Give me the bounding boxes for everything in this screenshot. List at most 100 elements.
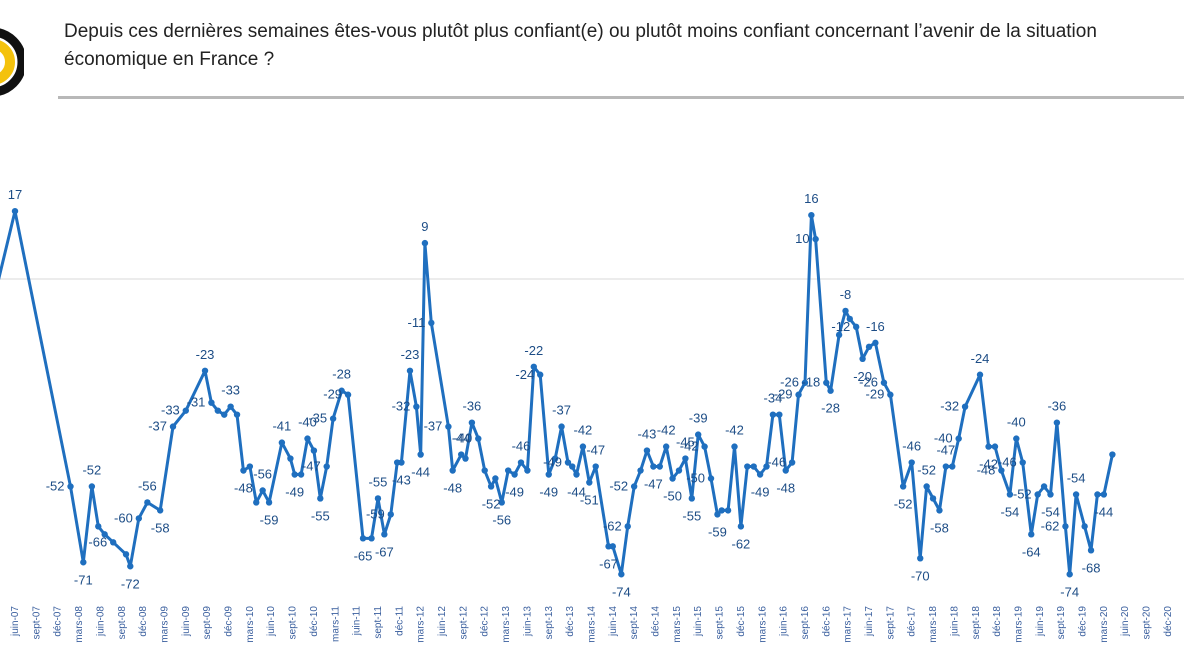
data-label: -42 (680, 439, 699, 454)
data-label: -29 (866, 387, 885, 402)
data-label: -52 (894, 496, 913, 511)
data-label: -70 (911, 568, 930, 583)
data-label: -40 (453, 431, 472, 446)
data-point (368, 535, 375, 542)
data-point (323, 463, 330, 470)
data-label: -52 (482, 496, 501, 511)
data-label: 10 (795, 231, 809, 246)
data-point (545, 471, 552, 478)
x-tick-label: sept-09 (202, 606, 213, 640)
data-label: -39 (689, 411, 708, 426)
data-point (517, 459, 525, 466)
data-label: -68 (1082, 560, 1101, 575)
data-label: -55 (311, 508, 330, 523)
data-point (795, 391, 802, 398)
data-point (998, 467, 1005, 474)
data-label: -44 (1094, 504, 1113, 519)
data-point (675, 467, 683, 474)
data-point (656, 463, 663, 470)
data-point (955, 435, 962, 442)
data-point (524, 467, 531, 474)
data-point (724, 507, 732, 514)
data-label: -64 (1022, 544, 1041, 559)
data-point (227, 403, 234, 410)
data-label: -74 (612, 584, 631, 599)
data-point (468, 419, 476, 426)
data-point (592, 463, 599, 470)
x-tick-label: déc-12 (480, 606, 491, 637)
data-point (917, 555, 924, 562)
x-tick-label: mars-20 (1099, 606, 1110, 643)
x-tick-label: déc-13 (565, 606, 576, 637)
data-point (976, 371, 984, 378)
data-point (731, 443, 738, 450)
data-label: -47 (302, 459, 321, 474)
data-point (586, 479, 593, 486)
data-point (618, 571, 625, 578)
data-point (1072, 491, 1080, 498)
data-label: -48 (443, 481, 462, 496)
data-label: -31 (187, 395, 206, 410)
data-label: -50 (686, 471, 705, 486)
x-tick-label: mars-15 (672, 606, 683, 643)
data-label: -36 (1047, 399, 1066, 414)
data-point (551, 455, 559, 462)
data-label: -11 (407, 315, 425, 330)
data-label: -42 (657, 423, 676, 438)
data-point (908, 459, 915, 466)
data-label: -43 (638, 427, 657, 442)
data-point (1019, 459, 1026, 466)
data-point (624, 523, 631, 530)
x-tick-label: déc-11 (394, 606, 405, 636)
data-point (609, 543, 616, 550)
data-point (221, 411, 228, 418)
data-point (144, 499, 151, 506)
data-point (387, 511, 394, 518)
data-label: -50 (663, 489, 682, 504)
data-label: -43 (392, 473, 411, 488)
data-point (537, 371, 544, 378)
data-label: -42 (725, 423, 744, 438)
data-point (558, 423, 565, 430)
data-label: -49 (543, 455, 562, 470)
data-point (750, 463, 757, 470)
data-label: -26 (859, 375, 878, 390)
data-label: -49 (751, 485, 770, 500)
x-tick-label: mars-10 (245, 606, 256, 643)
data-point (763, 463, 770, 470)
data-label: -54 (1067, 470, 1086, 485)
data-point (682, 455, 689, 462)
data-point (1013, 435, 1020, 442)
data-label: -52 (917, 462, 936, 477)
data-label: -44 (411, 465, 430, 480)
data-point (808, 211, 815, 219)
x-tick-label: déc-18 (992, 606, 1003, 637)
data-point (1094, 491, 1101, 498)
data-point (812, 235, 819, 243)
data-point (110, 539, 117, 546)
data-label: -52 (609, 478, 628, 493)
x-tick-label: sept-20 (1142, 606, 1153, 640)
data-label: -51 (580, 492, 599, 507)
data-point (776, 411, 783, 418)
data-point (669, 475, 676, 482)
data-label: -59 (260, 512, 279, 527)
data-label: -58 (151, 520, 170, 535)
data-point (1047, 491, 1054, 498)
x-tick-label: déc-19 (1078, 606, 1089, 637)
data-label: -33 (221, 383, 240, 398)
data-point (923, 483, 930, 490)
data-point (1028, 531, 1035, 538)
data-label: -62 (1041, 518, 1060, 533)
x-tick-label: sept-16 (800, 606, 811, 640)
data-point (462, 455, 469, 462)
data-point (297, 471, 305, 478)
data-label: -12 (831, 319, 850, 334)
data-point (233, 411, 241, 418)
data-point (381, 531, 388, 538)
data-point (899, 483, 907, 490)
x-tick-label: déc-20 (1163, 606, 1174, 637)
data-point (492, 475, 499, 482)
x-tick-label: déc-14 (651, 606, 662, 637)
data-label: -62 (603, 518, 622, 533)
